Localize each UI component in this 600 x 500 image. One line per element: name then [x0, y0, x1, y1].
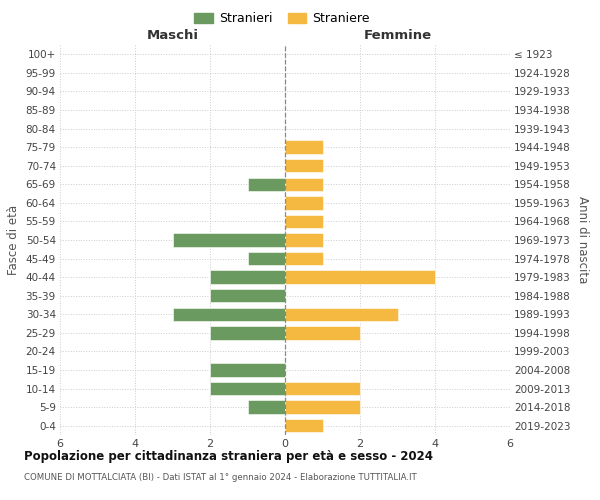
Bar: [248, 252, 285, 266]
Text: COMUNE DI MOTTALCIATA (BI) - Dati ISTAT al 1° gennaio 2024 - Elaborazione TUTTIT: COMUNE DI MOTTALCIATA (BI) - Dati ISTAT …: [24, 472, 417, 482]
Y-axis label: Anni di nascita: Anni di nascita: [577, 196, 589, 284]
Bar: [285, 234, 323, 246]
Bar: [210, 382, 285, 396]
Bar: [285, 326, 360, 340]
Bar: [285, 400, 360, 414]
Bar: [285, 196, 323, 209]
Text: Popolazione per cittadinanza straniera per età e sesso - 2024: Popolazione per cittadinanza straniera p…: [24, 450, 433, 463]
Bar: [173, 308, 285, 321]
Bar: [210, 270, 285, 284]
Bar: [285, 382, 360, 396]
Legend: Stranieri, Straniere: Stranieri, Straniere: [190, 8, 374, 29]
Y-axis label: Fasce di età: Fasce di età: [7, 205, 20, 275]
Bar: [285, 308, 398, 321]
Bar: [210, 289, 285, 302]
Bar: [285, 270, 435, 284]
Bar: [285, 419, 323, 432]
Bar: [285, 178, 323, 191]
Bar: [210, 326, 285, 340]
Bar: [248, 178, 285, 191]
Text: Maschi: Maschi: [146, 29, 199, 42]
Bar: [285, 140, 323, 154]
Bar: [285, 159, 323, 172]
Text: Femmine: Femmine: [364, 29, 431, 42]
Bar: [173, 234, 285, 246]
Bar: [248, 400, 285, 414]
Bar: [210, 364, 285, 376]
Bar: [285, 252, 323, 266]
Bar: [285, 214, 323, 228]
